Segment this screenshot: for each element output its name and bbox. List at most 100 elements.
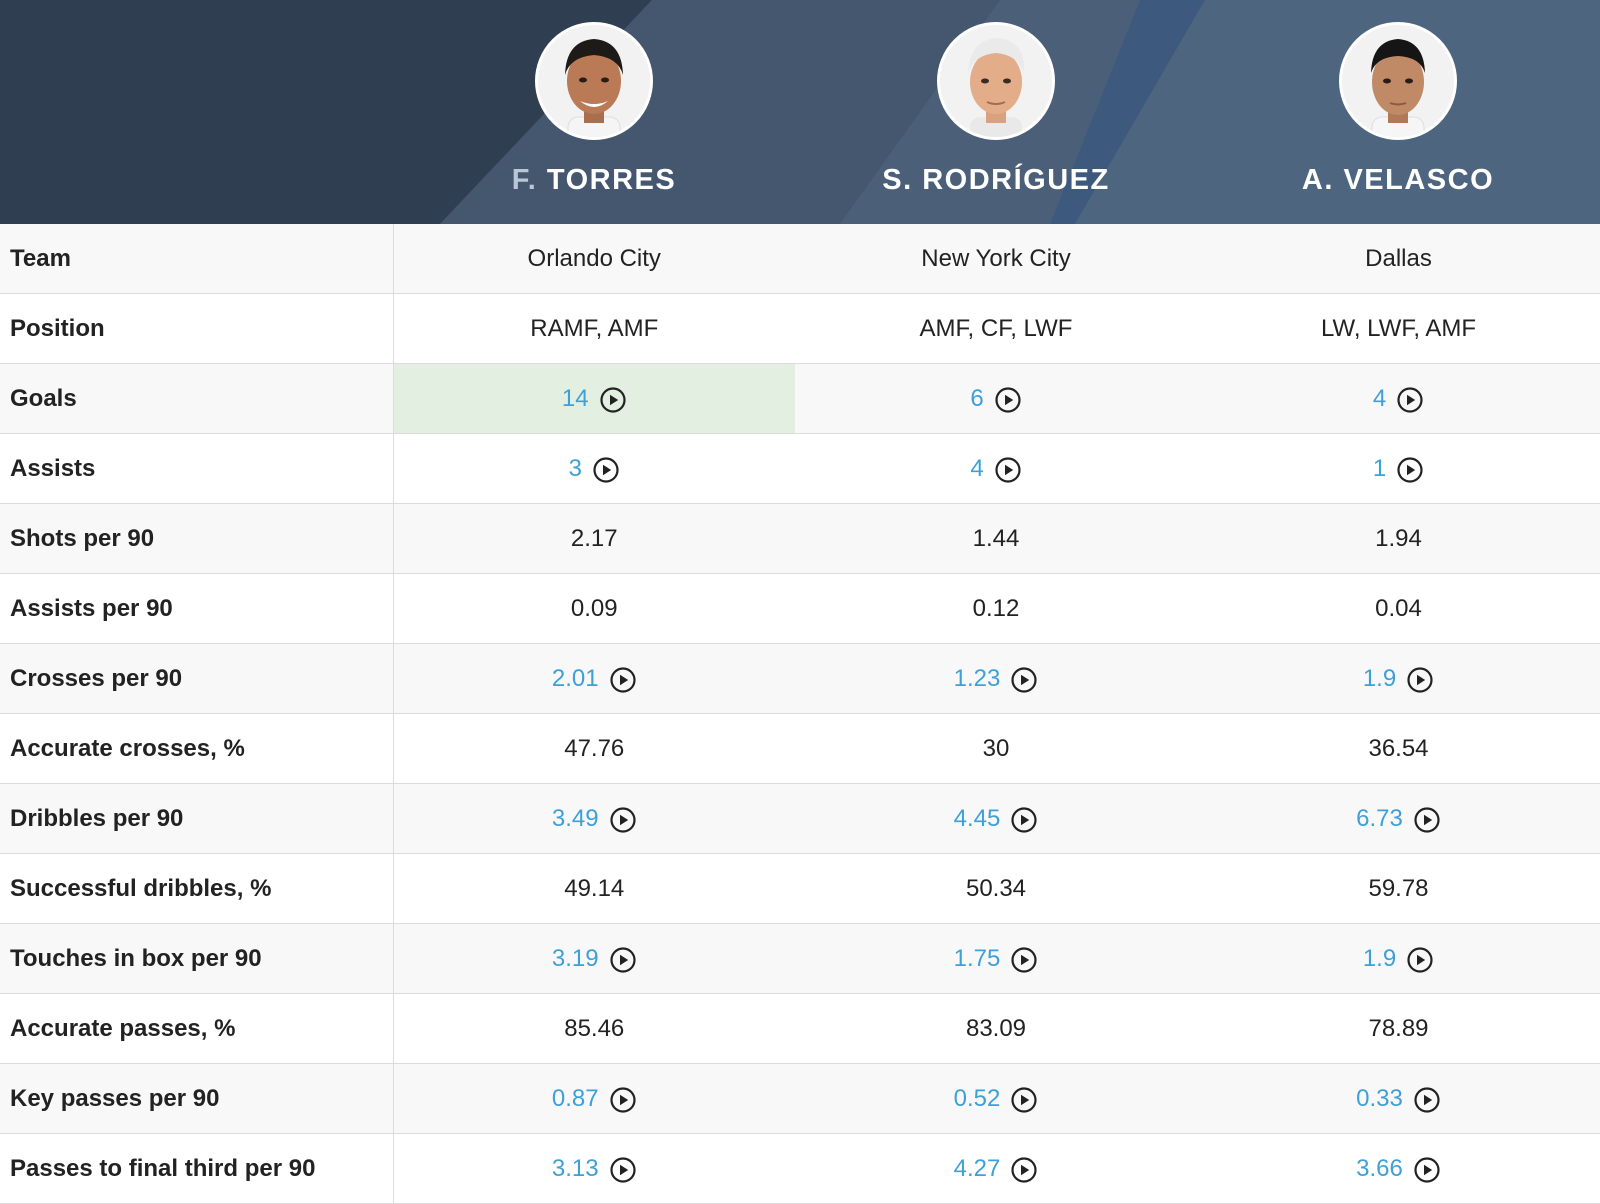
stat-label: Key passes per 90: [0, 1063, 394, 1134]
stat-value-link[interactable]: 4.45: [953, 804, 1001, 832]
stat-cell: 1: [1197, 433, 1600, 504]
stat-value-link[interactable]: 1.75: [953, 944, 1001, 972]
stat-value-link[interactable]: 2.01: [551, 664, 599, 692]
stat-value-link[interactable]: 6: [970, 384, 984, 412]
stat-cell: LW, LWF, AMF: [1197, 293, 1600, 364]
player-name-2[interactable]: S. RODRÍGUEZ: [882, 164, 1109, 197]
stat-cell: 36.54: [1197, 713, 1600, 784]
stat-cell: 14: [393, 363, 795, 434]
table-row: Dribbles per 90 3.49 4.45 6.73: [0, 783, 1600, 854]
player-name-1[interactable]: F. TORRES: [512, 164, 676, 197]
stat-cell: 30: [795, 713, 1197, 784]
play-video-icon[interactable]: [592, 456, 620, 484]
stat-value-link[interactable]: 3.13: [551, 1154, 599, 1182]
play-video-icon[interactable]: [609, 806, 637, 834]
stat-cell: Orlando City: [393, 224, 795, 294]
comparison-table: Team Orlando City New York City Dallas Posit…: [0, 224, 1600, 1204]
stat-cell: 83.09: [795, 993, 1197, 1064]
play-video-icon[interactable]: [1010, 666, 1038, 694]
player-photo-1[interactable]: [535, 22, 653, 140]
table-row: Shots per 90 2.17 1.44 1.94: [0, 503, 1600, 574]
stat-value-link[interactable]: 1.23: [953, 664, 1001, 692]
play-video-icon[interactable]: [1406, 666, 1434, 694]
stat-cell: Dallas: [1197, 224, 1600, 294]
table-row: Position RAMF, AMF AMF, CF, LWF LW, LWF, AM…: [0, 293, 1600, 364]
player-column-1[interactable]: F. TORRES: [393, 0, 795, 224]
stat-cell: RAMF, AMF: [393, 293, 795, 364]
play-video-icon[interactable]: [1010, 806, 1038, 834]
stat-value-link[interactable]: 4: [1372, 384, 1387, 412]
stat-label: Assists: [0, 433, 394, 504]
stat-value: 0.12: [972, 594, 1020, 622]
play-video-icon[interactable]: [994, 456, 1022, 484]
stat-value: 1.44: [972, 524, 1020, 552]
stat-value: Orlando City: [527, 244, 661, 272]
stat-cell: 4.45: [795, 783, 1197, 854]
play-video-icon[interactable]: [1396, 456, 1424, 484]
stat-label: Accurate passes, %: [0, 993, 394, 1064]
play-video-icon[interactable]: [1010, 1156, 1038, 1184]
stat-value: 36.54: [1368, 734, 1429, 762]
stat-label: Dribbles per 90: [0, 783, 394, 854]
stat-value-link[interactable]: 4: [970, 454, 984, 482]
stat-cell: 2.17: [393, 503, 795, 574]
play-video-icon[interactable]: [609, 666, 637, 694]
stat-cell: 59.78: [1197, 853, 1600, 924]
stat-value-link[interactable]: 3.66: [1356, 1154, 1403, 1182]
play-video-icon[interactable]: [1406, 946, 1434, 974]
stat-cell: 2.01: [393, 643, 795, 714]
stat-value-link[interactable]: 0.87: [551, 1084, 599, 1112]
stat-cell: 78.89: [1197, 993, 1600, 1064]
stat-value: 83.09: [965, 1014, 1027, 1042]
stat-value: 59.78: [1368, 874, 1429, 902]
stat-value: Dallas: [1365, 244, 1432, 272]
stat-value-link[interactable]: 3: [568, 454, 582, 482]
stat-label: Passes to final third per 90: [0, 1133, 394, 1204]
stat-cell: 85.46: [393, 993, 795, 1064]
stat-cell: 0.09: [393, 573, 795, 644]
stat-value-link[interactable]: 1.9: [1362, 664, 1397, 692]
stat-value-link[interactable]: 14: [561, 384, 589, 412]
stat-cell: 1.9: [1197, 923, 1600, 994]
stat-cell: 1.44: [795, 503, 1197, 574]
stat-value: New York City: [921, 244, 1071, 272]
player-initial: S.: [882, 164, 913, 196]
player-surname: RODRÍGUEZ: [922, 164, 1110, 196]
stat-label: Assists per 90: [0, 573, 394, 644]
stat-cell: 1.94: [1197, 503, 1600, 574]
player-photo-3[interactable]: [1339, 22, 1457, 140]
stat-value-link[interactable]: 1: [1372, 454, 1387, 482]
play-video-icon[interactable]: [1010, 1086, 1038, 1114]
stat-value-link[interactable]: 1.9: [1362, 944, 1397, 972]
play-video-icon[interactable]: [609, 1156, 637, 1184]
stat-value: 49.14: [564, 874, 625, 902]
player-name-3[interactable]: A. VELASCO: [1302, 164, 1494, 197]
play-video-icon[interactable]: [1396, 386, 1424, 414]
player-column-3[interactable]: A. VELASCO: [1197, 0, 1599, 224]
play-video-icon[interactable]: [609, 1086, 637, 1114]
stat-cell: 6.73: [1197, 783, 1600, 854]
stat-cell: 0.33: [1197, 1063, 1600, 1134]
stat-value-link[interactable]: 3.19: [551, 944, 599, 972]
stat-cell: New York City: [795, 224, 1197, 294]
play-video-icon[interactable]: [994, 386, 1022, 414]
table-row: Team Orlando City New York City Dallas: [0, 224, 1600, 294]
stat-cell: 50.34: [795, 853, 1197, 924]
play-video-icon[interactable]: [1413, 806, 1441, 834]
player-photo-2[interactable]: [937, 22, 1055, 140]
stat-label: Touches in box per 90: [0, 923, 394, 994]
stat-value-link[interactable]: 0.33: [1356, 1084, 1403, 1112]
stat-value-link[interactable]: 3.49: [551, 804, 599, 832]
play-video-icon[interactable]: [1010, 946, 1038, 974]
stat-value-link[interactable]: 6.73: [1356, 804, 1403, 832]
player-column-2[interactable]: S. RODRÍGUEZ: [795, 0, 1197, 224]
stat-value-link[interactable]: 0.52: [953, 1084, 1001, 1112]
play-video-icon[interactable]: [599, 386, 627, 414]
play-video-icon[interactable]: [609, 946, 637, 974]
play-video-icon[interactable]: [1413, 1086, 1441, 1114]
stat-value-link[interactable]: 4.27: [953, 1154, 1001, 1182]
stat-value: 85.46: [564, 1014, 625, 1042]
table-row: Key passes per 90 0.87 0.52 0.33: [0, 1063, 1600, 1134]
table-row: Goals 14 6 4: [0, 363, 1600, 434]
play-video-icon[interactable]: [1413, 1156, 1441, 1184]
